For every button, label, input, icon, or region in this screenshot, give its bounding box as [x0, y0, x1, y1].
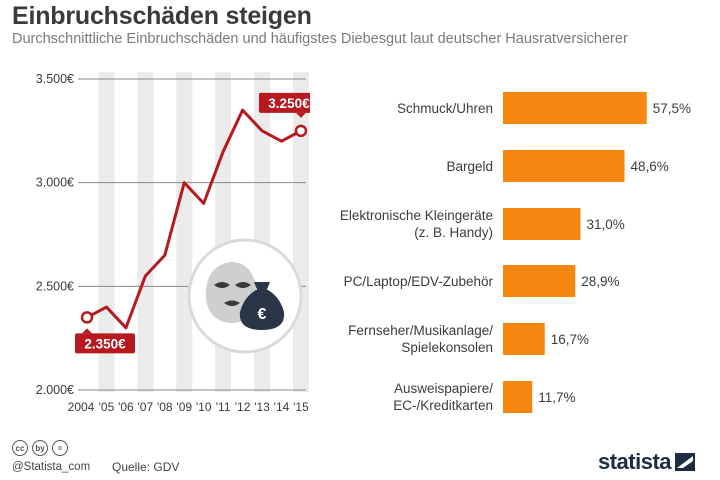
bar-value-label: 28,9% [581, 274, 619, 289]
x-tick-label: '09 [176, 400, 192, 414]
bar [503, 208, 581, 240]
cc-icon: cc [12, 440, 28, 456]
logo-icon [675, 453, 696, 471]
callout-label: 2.350€ [84, 336, 126, 351]
bar [503, 265, 576, 297]
bar [503, 150, 625, 182]
y-tick-label: 3.000€ [36, 176, 74, 190]
x-tick-label: '11 [216, 400, 231, 414]
bar-category-label: Elektronische Kleingeräte [340, 208, 493, 223]
bar-value-label: 57,5% [653, 101, 691, 116]
bar [503, 323, 545, 355]
bar-category-label: Bargeld [446, 159, 493, 174]
bar-chart: 57,5% Schmuck/Uhren 48,6% Bargeld 31,0% Elekt… [340, 92, 691, 413]
x-tick-label: '15 [293, 400, 309, 414]
x-tick-label: '13 [254, 400, 270, 414]
bar [503, 381, 533, 413]
x-tick-label: '06 [118, 400, 134, 414]
burglar-illustration: € [187, 238, 303, 354]
bar-category-label: EC-/Kreditkarten [393, 398, 493, 413]
y-tick-label: 3.500€ [36, 72, 74, 86]
no-derivatives-icon: = [52, 440, 68, 456]
bar-category-label: Ausweispapiere/ [394, 381, 493, 396]
x-tick-label: '10 [196, 400, 212, 414]
attribution-icon: by [32, 440, 48, 456]
chart-title: Einbruchschäden steigen [12, 2, 312, 30]
bar-category-label: Schmuck/Uhren [397, 101, 493, 116]
value-callout: 3.250€ [258, 92, 310, 118]
bar-category-label: Fernseher/Musikanlage/ [348, 323, 493, 338]
year-stripe [137, 72, 154, 392]
endpoint-marker [80, 311, 94, 324]
x-tick-label: '12 [235, 400, 251, 414]
bar [503, 92, 647, 124]
statista-handle: @Statista_com [12, 461, 91, 473]
svg-text:€: € [258, 306, 267, 323]
source-note: Quelle: GDV [112, 460, 180, 474]
bar-value-label: 48,6% [631, 159, 669, 174]
x-tick-label: '07 [138, 400, 154, 414]
value-callout: 2.350€ [75, 328, 135, 354]
bar-value-label: 16,7% [551, 332, 589, 347]
chart-subtitle: Durchschnittliche Einbruchschäden und hä… [12, 31, 628, 47]
callout-label: 3.250€ [268, 96, 310, 111]
x-tick-label: '14 [274, 400, 290, 414]
endpoint-marker [294, 124, 308, 138]
year-stripe [176, 72, 193, 392]
bar-category-label: Spielekonsolen [401, 340, 493, 355]
y-tick-label: 2.000€ [36, 383, 74, 397]
statista-logo[interactable]: statista [598, 449, 696, 475]
bar-category-label: PC/Laptop/EDV-Zubehör [344, 274, 494, 289]
bar-value-label: 11,7% [538, 390, 575, 405]
logo-text: statista [598, 449, 672, 474]
line-chart: 2.000€ 2.500€ 3.000€ 3.500€ 2004 '05'06 '07'08… [36, 72, 310, 414]
x-tick-label: '05 [99, 400, 115, 414]
bar-category-label: (z. B. Handy) [414, 225, 493, 240]
y-tick-label: 2.500€ [36, 279, 74, 293]
x-tick-label: 2004 [68, 400, 95, 414]
money-bag-icon: € [239, 282, 285, 330]
license-icons: cc by = [12, 440, 68, 456]
damage-line [86, 108, 302, 330]
x-tick-label: '08 [157, 400, 173, 414]
bar-value-label: 31,0% [587, 217, 625, 232]
